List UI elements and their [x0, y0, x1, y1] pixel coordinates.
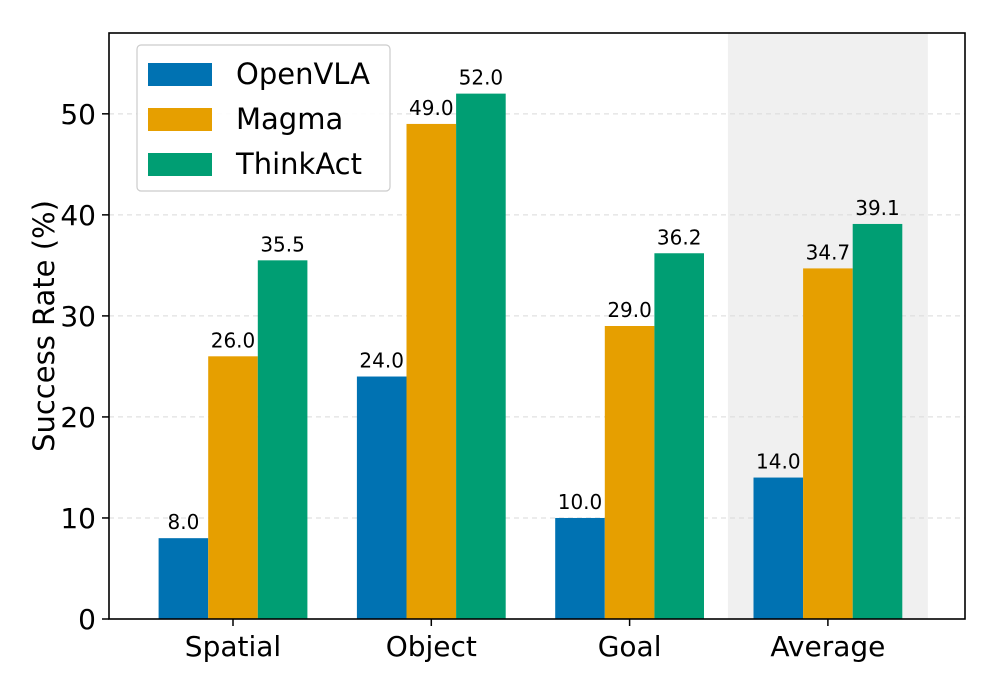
bar-magma-average	[803, 268, 853, 619]
x-tick-label-object: Object	[386, 630, 477, 663]
bar-magma-object	[406, 123, 457, 620]
data-label-thinkact-average: 39.1	[855, 196, 900, 220]
plot-frame	[108, 32, 966, 620]
data-label-openvla-object: 24.0	[359, 349, 404, 373]
data-label-magma-object: 49.0	[409, 96, 454, 120]
legend-swatch-thinkact	[148, 153, 212, 176]
data-label-openvla-average: 14.0	[756, 450, 801, 474]
bar-thinkact-average	[852, 223, 903, 619]
data-label-magma-goal: 29.0	[607, 298, 652, 322]
x-tick-label-goal: Goal	[598, 630, 662, 663]
y-tick-label-50: 50	[60, 98, 96, 131]
legend-label-magma: Magma	[236, 102, 343, 136]
y-tick-label-10: 10	[60, 502, 96, 535]
bar-thinkact-goal	[654, 253, 704, 619]
legend-swatch-openvla	[148, 63, 212, 86]
bar-thinkact-object	[456, 93, 506, 620]
data-label-thinkact-object: 52.0	[459, 66, 504, 90]
x-tick-label-average: Average	[770, 630, 885, 663]
bar-thinkact-spatial	[257, 260, 308, 619]
bar-openvla-object	[356, 376, 407, 619]
y-axis-title: Success Rate (%)	[27, 200, 61, 452]
y-tick-label-20: 20	[60, 401, 96, 434]
y-tick-label-0: 0	[78, 603, 96, 636]
legend-label-openvla: OpenVLA	[236, 57, 370, 91]
y-tick-label-30: 30	[60, 300, 96, 333]
bar-openvla-goal	[555, 517, 605, 619]
x-tick-label-spatial: Spatial	[185, 630, 281, 663]
data-label-thinkact-spatial: 35.5	[260, 232, 305, 256]
y-tick-label-40: 40	[60, 199, 96, 232]
legend-label-thinkact: ThinkAct	[235, 147, 362, 181]
bar-magma-spatial	[208, 356, 258, 619]
legend-swatch-magma	[148, 108, 212, 131]
bar-magma-goal	[604, 326, 655, 619]
bar-openvla-average	[753, 477, 804, 619]
data-label-thinkact-goal: 36.2	[657, 225, 702, 249]
data-label-magma-spatial: 26.0	[211, 328, 256, 352]
bar-openvla-spatial	[158, 538, 209, 619]
data-label-openvla-spatial: 8.0	[167, 510, 199, 534]
data-label-magma-average: 34.7	[806, 240, 851, 264]
data-label-openvla-goal: 10.0	[558, 490, 603, 514]
